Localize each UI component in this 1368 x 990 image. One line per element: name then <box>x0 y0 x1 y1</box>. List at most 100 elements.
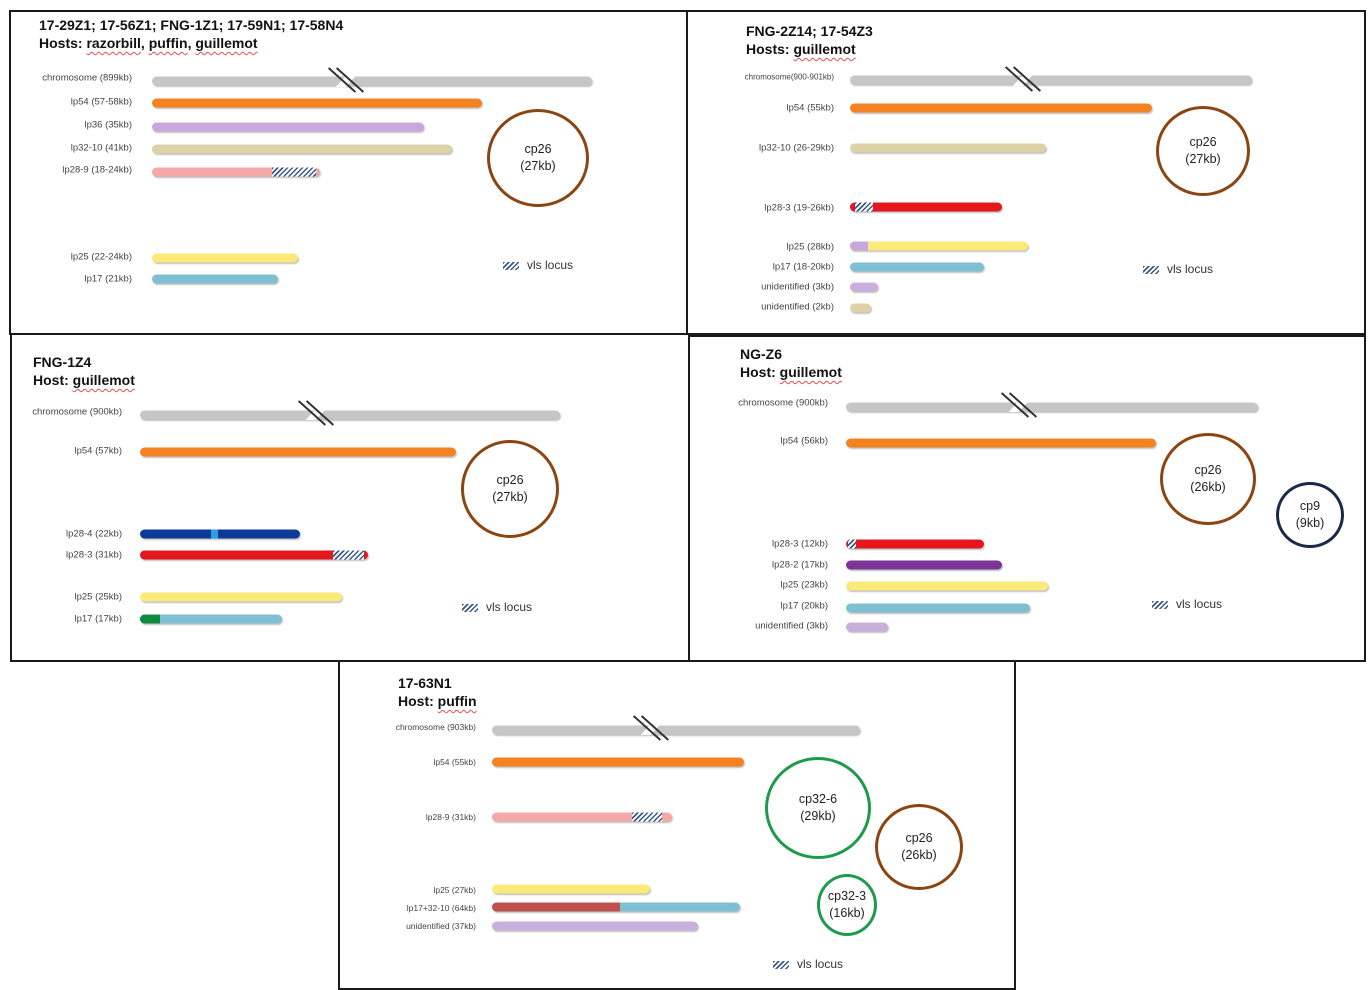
panel-4: NG-Z6 Host: guillemot chromosome (900kb)… <box>688 335 1366 662</box>
chromosome-bar <box>140 410 560 420</box>
lp28-9-bar <box>152 167 320 177</box>
cp32-3-circle: cp32-3 (16kb) <box>817 874 877 936</box>
plasmid-label: lp36 (35kb) <box>84 119 132 131</box>
plasmid-label: lp17 (18-20kb) <box>772 261 834 273</box>
plasmid-label: lp25 (22-24kb) <box>70 251 132 263</box>
vls-locus-segment <box>855 202 873 212</box>
cp26-circle: cp26 (27kb) <box>461 440 559 538</box>
plasmid-label: lp25 (27kb) <box>433 885 476 895</box>
plasmid-label: chromosome (900kb) <box>32 406 122 418</box>
vls-locus-segment <box>632 812 662 822</box>
host-line: Hosts: razorbill, puffin, guillemot <box>39 35 258 51</box>
plasmid-label: unidentified (2kb) <box>761 301 834 313</box>
vls-locus-segment <box>333 550 364 560</box>
plasmid-label: lp54 (57kb) <box>74 445 122 457</box>
lp32-10-bar <box>850 143 1046 153</box>
chromosome-break-mark <box>630 713 674 743</box>
cp26-circle: cp26 (26kb) <box>1160 433 1256 525</box>
plasmid-label: lp25 (28kb) <box>786 241 834 253</box>
chromosome-bar <box>846 402 1258 412</box>
hatch-swatch-icon <box>462 603 478 612</box>
lp17-32-red-segment <box>492 902 620 912</box>
lp25-bar <box>152 253 298 263</box>
panel-3: FNG-1Z4 Host: guillemot chromosome (900k… <box>10 333 690 662</box>
lp17-green-segment <box>140 614 160 624</box>
plasmid-label: lp17 (20kb) <box>780 600 828 612</box>
lp32-10-bar <box>152 144 452 154</box>
cp32-6-circle: cp32-6 (29kb) <box>765 757 871 859</box>
vls-legend: vls locus <box>773 957 843 971</box>
vls-locus-segment <box>848 539 856 549</box>
host-name: puffin <box>148 35 188 51</box>
plasmid-label: lp32-10 (26-29kb) <box>759 142 834 154</box>
host-line: Host: puffin <box>398 693 477 709</box>
plasmid-label: lp17 (17kb) <box>74 613 122 625</box>
lp17-bar <box>152 274 278 284</box>
lp54-bar <box>492 757 744 767</box>
plasmid-label: lp54 (55kb) <box>433 757 476 767</box>
chromosome-break-mark <box>998 390 1042 420</box>
cp26-circle: cp26 (27kb) <box>487 109 589 207</box>
host-name: guillemot <box>793 41 856 57</box>
plasmid-label: lp54 (57-58kb) <box>70 96 132 108</box>
lp28-3-bar <box>140 550 368 560</box>
plasmid-label: unidentified (3kb) <box>755 620 828 632</box>
host-name: razorbill <box>86 35 141 51</box>
unidentified-bar <box>846 622 888 632</box>
lp17-32-10-bar <box>492 902 740 912</box>
panel-5: 17-63N1 Host: puffin chromosome (903kb) … <box>338 660 1016 990</box>
unidentified-bar <box>850 282 878 292</box>
host-line: Hosts: guillemot <box>746 41 856 57</box>
strain-list: 17-29Z1; 17-56Z1; FNG-1Z1; 17-59N1; 17-5… <box>39 17 344 33</box>
plasmid-label: lp17 (21kb) <box>84 273 132 285</box>
lp25-bar <box>846 581 1048 591</box>
cp26-circle: cp26 (26kb) <box>875 804 963 890</box>
unidentified-bar <box>492 921 698 931</box>
lp36-segment <box>850 241 868 251</box>
hatch-swatch-icon <box>503 261 519 270</box>
plasmid-label: lp28-9 (31kb) <box>425 812 476 822</box>
plasmid-label: lp54 (56kb) <box>780 435 828 447</box>
lp28-4-bar <box>140 529 300 539</box>
plasmid-label: unidentified (37kb) <box>406 921 476 931</box>
host-line: Host: guillemot <box>33 372 135 388</box>
host-name: guillemot <box>779 364 842 380</box>
strain-list: FNG-1Z4 <box>33 354 92 370</box>
panel-title: FNG-2Z14; 17-54Z3 Hosts: guillemot <box>746 22 873 58</box>
lp54-bar <box>850 103 1152 113</box>
plasmid-label: lp28-9 (18-24kb) <box>62 164 132 176</box>
plasmid-label: lp32-10 (41kb) <box>70 142 132 154</box>
chromosome-bar <box>152 76 592 86</box>
chromosome-break-mark <box>1002 64 1046 94</box>
lp28-3-bar <box>850 202 1002 212</box>
vls-legend: vls locus <box>1143 262 1213 276</box>
hatch-swatch-icon <box>773 960 789 969</box>
lp25-bar <box>492 884 650 894</box>
lp54-bar <box>152 98 482 108</box>
panel-1: 17-29Z1; 17-56Z1; FNG-1Z1; 17-59N1; 17-5… <box>9 10 688 335</box>
cp9-circle: cp9 (9kb) <box>1276 482 1344 548</box>
plasmid-label: lp28-4 (22kb) <box>66 528 122 540</box>
host-name: guillemot <box>195 35 258 51</box>
lp28-4-marker <box>211 529 218 539</box>
plasmid-label: lp25 (25kb) <box>74 591 122 603</box>
plasmid-label: lp28-3 (31kb) <box>66 549 122 561</box>
chromosome-break-mark <box>325 65 369 95</box>
lp17-bar <box>850 262 984 272</box>
plasmid-label: lp54 (55kb) <box>786 102 834 114</box>
host-line: Host: guillemot <box>740 364 842 380</box>
plasmid-label: chromosome (899kb) <box>42 72 132 84</box>
plasmid-label: lp28-2 (17kb) <box>772 559 828 571</box>
lp28-2-bar <box>846 560 1002 570</box>
strain-list: FNG-2Z14; 17-54Z3 <box>746 23 873 39</box>
lp25-bar <box>140 592 342 602</box>
vls-legend: vls locus <box>503 258 573 272</box>
vls-locus-segment <box>272 167 316 177</box>
strain-list: NG-Z6 <box>740 346 782 362</box>
unidentified-bar <box>850 303 871 313</box>
lp36-bar <box>152 122 424 132</box>
plasmid-label: chromosome (903kb) <box>395 722 476 732</box>
lp17-bar <box>846 603 1030 613</box>
plasmid-label: lp17+32-10 (64kb) <box>406 903 476 913</box>
vls-legend: vls locus <box>1152 597 1222 611</box>
